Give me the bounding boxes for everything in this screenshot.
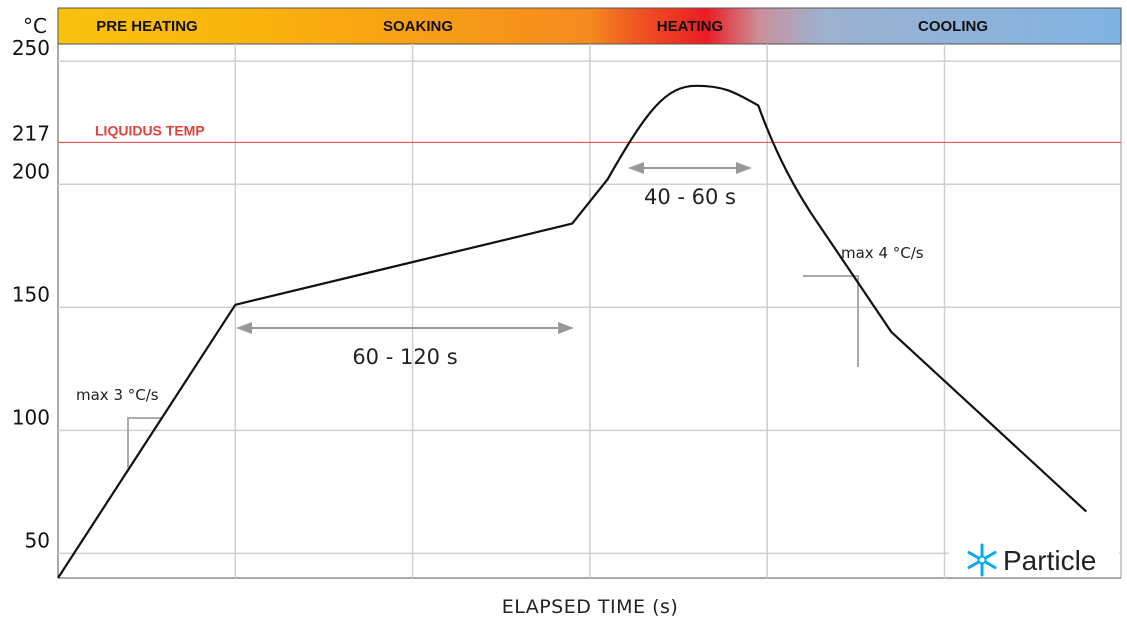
reflow-arrow-right-head xyxy=(736,162,752,174)
x-axis-label: ELAPSED TIME (s) xyxy=(502,596,679,618)
y-tick-200: 200 xyxy=(12,159,50,183)
liquidus-label: LIQUIDUS TEMP xyxy=(95,122,205,138)
y-tick-217: 217 xyxy=(12,121,50,145)
cool-down-rate-label: max 4 °C/s xyxy=(841,244,924,262)
reflow-arrow-left-head xyxy=(628,162,644,174)
particle-star-icon xyxy=(967,543,997,577)
particle-logo: Particle xyxy=(949,536,1119,577)
y-tick-layer: 50 100 150 200 250 xyxy=(12,36,50,552)
y-tick-100: 100 xyxy=(12,405,50,429)
phase-banner xyxy=(57,7,1122,45)
ramp-up-slope-marker xyxy=(127,417,163,468)
y-tick-50: 50 xyxy=(25,528,50,552)
phase-label-heating: HEATING xyxy=(657,18,723,35)
soak-arrow-right-head xyxy=(558,322,574,334)
reflow-duration-label: 40 - 60 s xyxy=(644,185,736,209)
soak-duration-label: 60 - 120 s xyxy=(352,345,457,369)
ramp-up-rate-label: max 3 °C/s xyxy=(76,386,159,404)
soak-duration-arrow xyxy=(236,322,574,334)
cool-down-slope-marker xyxy=(803,275,859,367)
grid-layer xyxy=(58,44,1121,578)
temperature-profile-curve xyxy=(57,84,1088,579)
phase-label-soaking: SOAKING xyxy=(383,18,453,35)
logo-text: Particle xyxy=(1003,545,1096,576)
soak-arrow-left-head xyxy=(236,322,252,334)
phase-label-pre-heating: PRE HEATING xyxy=(96,18,197,35)
y-tick-250: 250 xyxy=(12,36,50,60)
y-axis-unit: °C xyxy=(23,14,47,38)
y-tick-150: 150 xyxy=(12,282,50,306)
phase-label-cooling: COOLING xyxy=(918,18,988,35)
reflow-duration-arrow xyxy=(628,162,752,174)
